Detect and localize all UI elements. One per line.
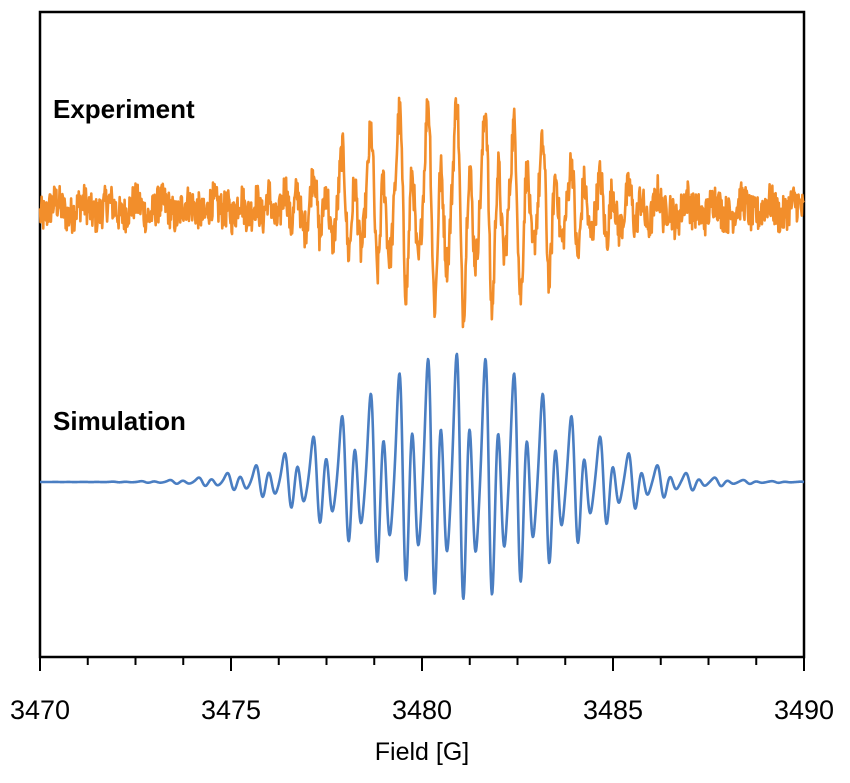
- x-axis-title: Field [G]: [375, 738, 469, 766]
- x-tick-label: 3485: [583, 695, 643, 725]
- series-label-experiment: Experiment: [53, 94, 195, 124]
- series-line-simulation: [39, 352, 805, 601]
- series-lines: [38, 96, 805, 601]
- x-tick-label: 3470: [10, 695, 70, 725]
- x-axis-tick-labels: 3470 3475 3480 3485 3490: [10, 695, 834, 725]
- x-tick-label: 3480: [392, 695, 452, 725]
- series-line-experiment: [38, 96, 805, 329]
- series-label-simulation: Simulation: [53, 406, 186, 436]
- x-axis-ticks: [39, 657, 805, 671]
- x-tick-label: 3490: [774, 695, 834, 725]
- x-tick-label: 3475: [201, 695, 261, 725]
